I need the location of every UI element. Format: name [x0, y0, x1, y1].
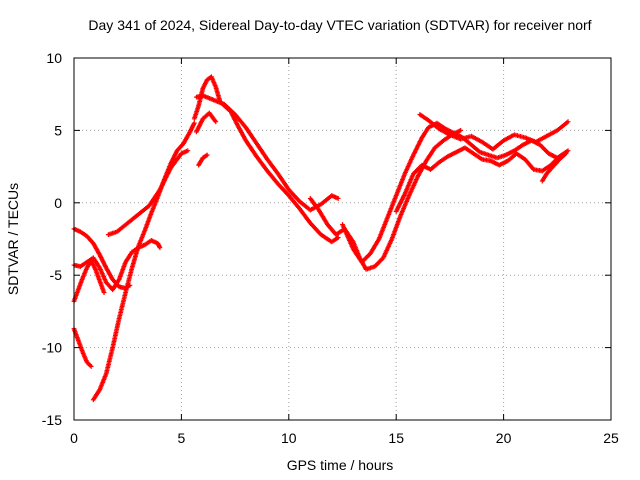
series-track-h [194, 110, 219, 135]
grid-lines [74, 58, 611, 420]
y-tick-label: -10 [42, 340, 62, 356]
data-point [101, 290, 107, 295]
series-track-l [393, 145, 571, 214]
x-tick-label: 25 [603, 430, 619, 446]
series-track-i [196, 152, 210, 168]
data-point [88, 364, 94, 369]
data-point [213, 119, 219, 125]
x-tick-label: 10 [281, 430, 297, 446]
data-point [335, 235, 341, 240]
y-tick-label: 5 [54, 122, 62, 138]
y-tick-label: -5 [50, 267, 63, 283]
data-point [157, 245, 163, 251]
series-track-main [90, 120, 197, 403]
plot-frame [73, 57, 612, 421]
series-track-n [539, 151, 569, 184]
data-point [335, 196, 341, 201]
data-point [191, 120, 197, 126]
series-track-d [71, 258, 107, 304]
data-point [185, 148, 191, 154]
x-tick-label: 5 [178, 430, 186, 446]
y-tick-label: 10 [46, 50, 62, 66]
data-point [565, 148, 571, 154]
x-tick-label: 20 [496, 430, 512, 446]
series-track-j [307, 128, 464, 272]
data-point [565, 119, 571, 125]
y-tick-label: -15 [42, 412, 62, 428]
series-track-m [417, 112, 571, 152]
series-track-g [194, 93, 341, 213]
axis-ticks: 0 5 10 15 20 25 -15 -10 -5 0 5 10 [42, 50, 619, 446]
x-tick-label: 15 [388, 430, 404, 446]
data-point [458, 128, 464, 133]
y-axis-label: SDTVAR / TECUs [5, 183, 21, 295]
data-point [204, 152, 210, 158]
x-axis-label: GPS time / hours [287, 457, 394, 473]
x-tick-label: 0 [70, 430, 78, 446]
series-track-e [105, 148, 191, 238]
data-point [563, 151, 569, 156]
chart-title: Day 341 of 2024, Sidereal Day-to-day VTE… [88, 17, 591, 33]
data-points [71, 74, 571, 403]
y-tick-label: 0 [54, 195, 62, 211]
series-track-c [71, 238, 163, 293]
